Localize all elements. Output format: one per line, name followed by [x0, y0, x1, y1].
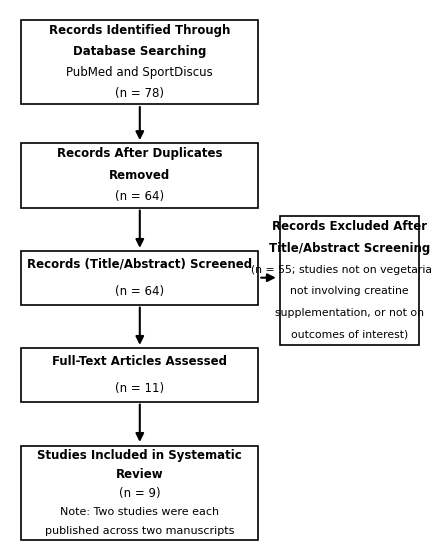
Text: outcomes of interest): outcomes of interest)	[291, 329, 408, 339]
Text: Note: Two studies were each: Note: Two studies were each	[60, 507, 219, 517]
Text: Title/Abstract Screening: Title/Abstract Screening	[269, 241, 430, 255]
Text: (n = 78): (n = 78)	[115, 87, 164, 100]
Text: (n = 64): (n = 64)	[115, 285, 164, 298]
Text: PubMed and SportDiscus: PubMed and SportDiscus	[67, 66, 213, 79]
Text: supplementation, or not on: supplementation, or not on	[275, 308, 424, 318]
Bar	[21, 143, 258, 207]
Bar	[280, 216, 419, 345]
Text: (n = 11): (n = 11)	[115, 382, 164, 395]
Text: Full-Text Articles Assessed: Full-Text Articles Assessed	[52, 355, 227, 368]
Text: Records (Title/Abstract) Screened: Records (Title/Abstract) Screened	[27, 258, 252, 271]
Text: (n = 9): (n = 9)	[119, 487, 161, 500]
Bar	[21, 251, 258, 305]
Text: published across two manuscripts: published across two manuscripts	[45, 526, 235, 536]
Bar	[21, 348, 258, 402]
Text: Database Searching: Database Searching	[73, 45, 206, 58]
Bar	[21, 20, 258, 104]
Bar	[21, 446, 258, 541]
Text: Studies Included in Systematic: Studies Included in Systematic	[38, 449, 242, 462]
Text: Records Excluded After: Records Excluded After	[272, 220, 427, 233]
Text: Removed: Removed	[109, 169, 170, 182]
Text: Records After Duplicates: Records After Duplicates	[57, 147, 222, 160]
Text: (n = 55; studies not on vegetarians,: (n = 55; studies not on vegetarians,	[251, 265, 432, 274]
Text: Review: Review	[116, 468, 164, 481]
Text: Records Identified Through: Records Identified Through	[49, 24, 231, 37]
Text: not involving creatine: not involving creatine	[290, 286, 409, 296]
Text: (n = 64): (n = 64)	[115, 190, 164, 204]
